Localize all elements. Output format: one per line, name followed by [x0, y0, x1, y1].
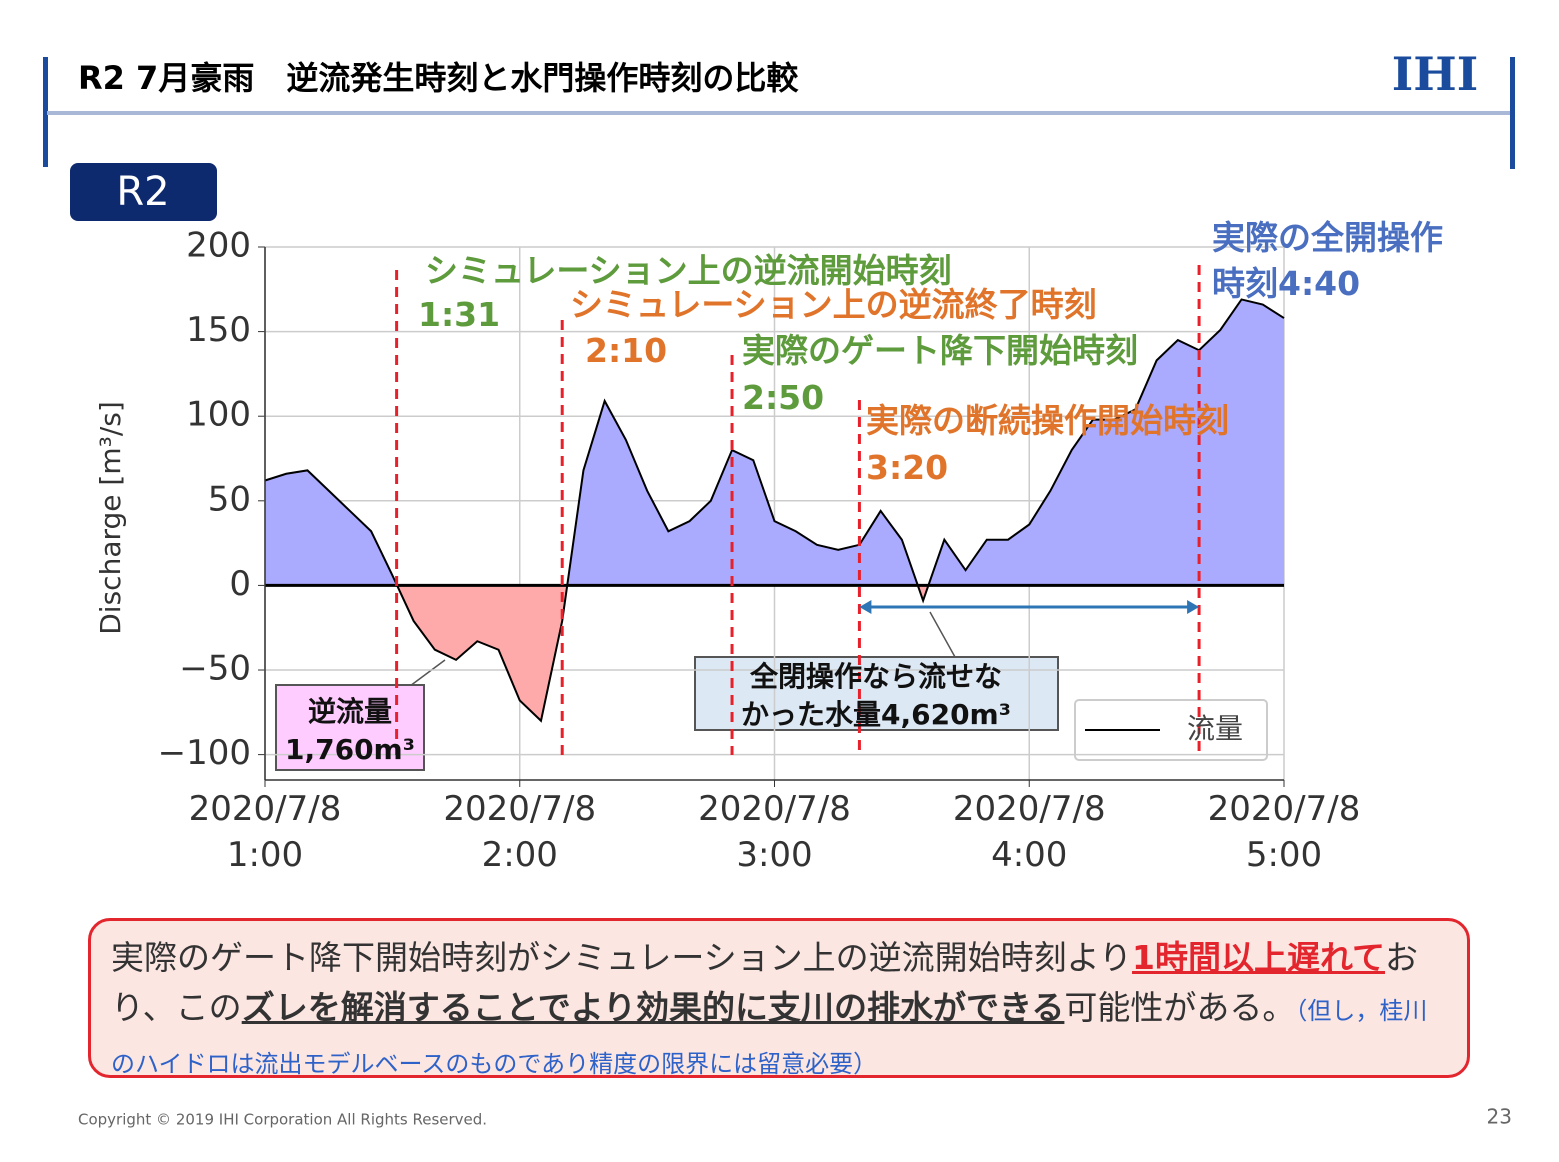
logo: IHI	[1392, 47, 1479, 101]
callout-box	[694, 656, 1059, 731]
x-tick-label: 2020/7/8 5:00	[1208, 789, 1361, 875]
annotation-time: 3:20	[866, 448, 949, 487]
callout-text: 逆流量	[308, 695, 392, 728]
legend-label: 流量	[1187, 712, 1243, 745]
accent-bar	[1510, 57, 1515, 169]
legend-box	[1074, 699, 1268, 761]
x-tick-label: 2020/7/8 1:00	[189, 789, 342, 875]
conclusion-text: ズレを解消することでより効果的に支川の排水ができる	[241, 988, 1065, 1027]
copyright: Copyright © 2019 IHI Corporation All Rig…	[78, 1111, 487, 1129]
conclusion-text: おり、この	[111, 938, 1419, 1027]
y-tick-label: 100	[186, 395, 251, 435]
annotation-label: シミュレーション上の逆流開始時刻	[425, 251, 952, 290]
conclusion-text: 可能性がある。	[1064, 988, 1296, 1027]
callout-box	[275, 684, 425, 771]
title: R2 7月豪雨 逆流発生時刻と水門操作時刻の比較	[78, 59, 799, 97]
annotation-label: 実際の全開操作時刻4:40	[1212, 218, 1443, 303]
badge	[70, 163, 217, 221]
y-tick-label: 0	[229, 564, 251, 604]
x-tick-label: 2020/7/8 2:00	[443, 789, 596, 875]
y-tick-label: −50	[179, 649, 251, 689]
callout-text: 1,760m³	[285, 733, 415, 766]
area-negative	[265, 585, 1284, 721]
annotation-time: 2:50	[742, 378, 825, 417]
annotation-label: シミュレーション上の逆流終了時刻	[570, 285, 1097, 324]
y-tick-label: 50	[208, 479, 251, 519]
conclusion-text: 実際のゲート降下開始時刻がシミュレーション上の逆流開始時刻より	[111, 938, 1133, 977]
page-number: 23	[1487, 1105, 1512, 1129]
line	[264, 298, 1285, 723]
annotation-label: 実際の断続操作開始時刻	[866, 401, 1229, 440]
annotation-time: 1:31	[418, 295, 501, 334]
annotation-time: 2:10	[585, 331, 668, 370]
accent-bar	[43, 57, 48, 167]
conclusion-box: 実際のゲート降下開始時刻がシミュレーション上の逆流開始時刻より1時間以上遅れてお…	[88, 918, 1470, 1078]
y-tick-label: −100	[158, 733, 251, 773]
callout-pointer	[409, 659, 446, 687]
annotation-label: 実際のゲート降下開始時刻	[742, 331, 1138, 370]
y-axis-label: Discharge [m³/s]	[94, 401, 127, 635]
y-tick-label: 200	[186, 226, 251, 266]
conclusion-text: （但し，桂川のハイドロは流出モデルベースのものであり精度の限界には留意必要）	[111, 997, 1428, 1078]
conclusion-text: 1時間以上遅れて	[1132, 938, 1386, 977]
y-tick-label: 150	[186, 310, 251, 350]
callout-text: かった水量4,620m³	[741, 698, 1011, 731]
callout-text: 全閉操作なら流せな	[749, 660, 1002, 693]
arrow-head	[859, 600, 872, 614]
x-tick-label: 2020/7/8 3:00	[698, 789, 851, 875]
x-tick-label: 2020/7/8 4:00	[953, 789, 1106, 875]
badge-text: R2	[116, 169, 169, 215]
area-positive	[265, 299, 1284, 586]
arrow-head	[1187, 600, 1200, 614]
callout-pointer	[929, 611, 956, 658]
header-rule	[47, 111, 1510, 115]
